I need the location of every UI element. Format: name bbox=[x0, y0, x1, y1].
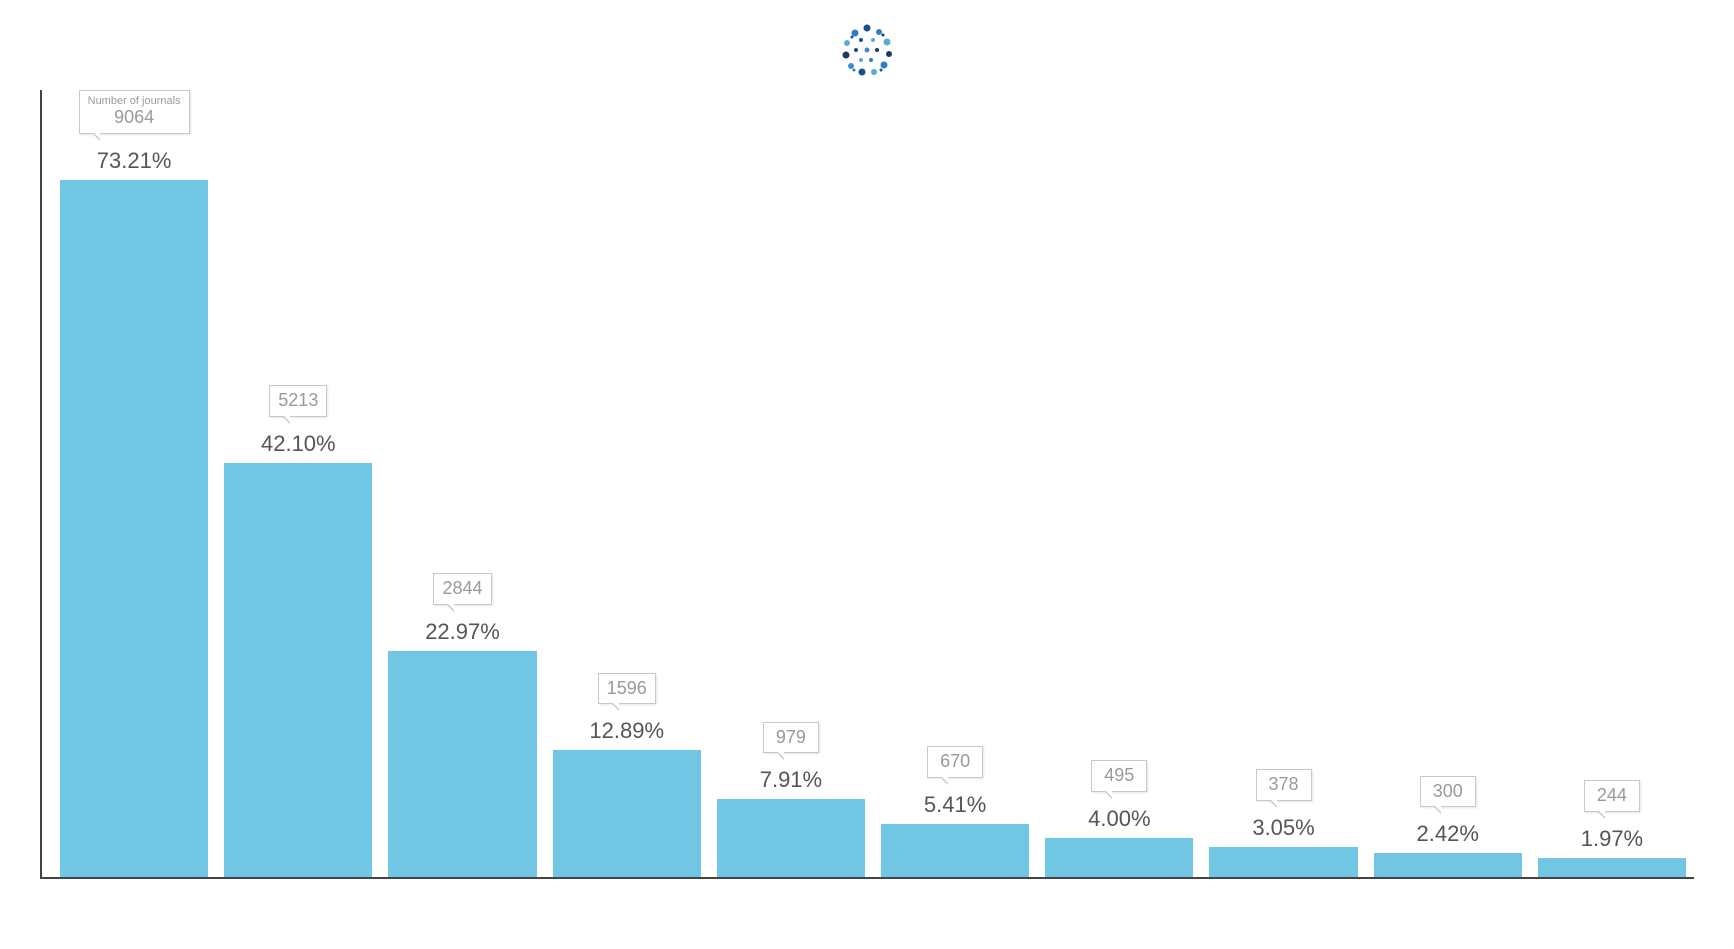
callout-caption: Number of journals bbox=[88, 95, 181, 107]
bar bbox=[60, 180, 208, 877]
count-value: 9064 bbox=[114, 107, 154, 127]
count-callout: 5213 bbox=[269, 385, 327, 417]
bars-area: Number of journals9064 73.21% 5213 42.10% 28… bbox=[40, 90, 1694, 879]
count-value: 670 bbox=[940, 751, 970, 771]
percent-label: 12.89% bbox=[589, 718, 664, 744]
bar-column: 1596 12.89% bbox=[545, 90, 709, 877]
count-callout: Number of journals9064 bbox=[79, 90, 190, 134]
bar-column: 378 3.05% bbox=[1201, 90, 1365, 877]
bar bbox=[717, 799, 865, 877]
bar bbox=[881, 824, 1029, 877]
count-value: 2844 bbox=[442, 578, 482, 598]
percent-label: 5.41% bbox=[924, 792, 986, 818]
percent-label: 42.10% bbox=[261, 431, 336, 457]
count-callout: 670 bbox=[927, 746, 983, 778]
bar bbox=[553, 750, 701, 877]
count-value: 495 bbox=[1104, 765, 1134, 785]
count-callout: 979 bbox=[763, 722, 819, 754]
count-callout: 495 bbox=[1091, 760, 1147, 792]
count-value: 1596 bbox=[607, 678, 647, 698]
bar bbox=[224, 463, 372, 877]
bar-column: 2844 22.97% bbox=[380, 90, 544, 877]
bar bbox=[1374, 853, 1522, 877]
count-value: 5213 bbox=[278, 390, 318, 410]
bar bbox=[1538, 858, 1686, 877]
bar bbox=[1045, 838, 1193, 877]
count-value: 378 bbox=[1268, 774, 1298, 794]
bar-column: 244 1.97% bbox=[1530, 90, 1694, 877]
percent-label: 73.21% bbox=[97, 148, 172, 174]
percent-label: 1.97% bbox=[1581, 826, 1643, 852]
percent-label: 4.00% bbox=[1088, 806, 1150, 832]
bar bbox=[1209, 847, 1357, 877]
bar-column: 495 4.00% bbox=[1037, 90, 1201, 877]
bar bbox=[388, 651, 536, 877]
percent-label: 2.42% bbox=[1417, 821, 1479, 847]
count-value: 244 bbox=[1597, 785, 1627, 805]
percent-label: 22.97% bbox=[425, 619, 500, 645]
count-value: 979 bbox=[776, 727, 806, 747]
count-value: 300 bbox=[1433, 781, 1463, 801]
count-callout: 1596 bbox=[598, 673, 656, 705]
bar-column: 300 2.42% bbox=[1366, 90, 1530, 877]
bar-column: 670 5.41% bbox=[873, 90, 1037, 877]
count-callout: 244 bbox=[1584, 780, 1640, 812]
count-callout: 2844 bbox=[433, 573, 491, 605]
percent-label: 7.91% bbox=[760, 767, 822, 793]
count-callout: 300 bbox=[1420, 776, 1476, 808]
bar-column: Number of journals9064 73.21% bbox=[52, 90, 216, 877]
count-callout: 378 bbox=[1256, 769, 1312, 801]
bar-column: 5213 42.10% bbox=[216, 90, 380, 877]
logo-icon bbox=[837, 20, 897, 80]
chart-container: Number of journals9064 73.21% 5213 42.10% 28… bbox=[40, 20, 1694, 909]
percent-label: 3.05% bbox=[1252, 815, 1314, 841]
bar-column: 979 7.91% bbox=[709, 90, 873, 877]
